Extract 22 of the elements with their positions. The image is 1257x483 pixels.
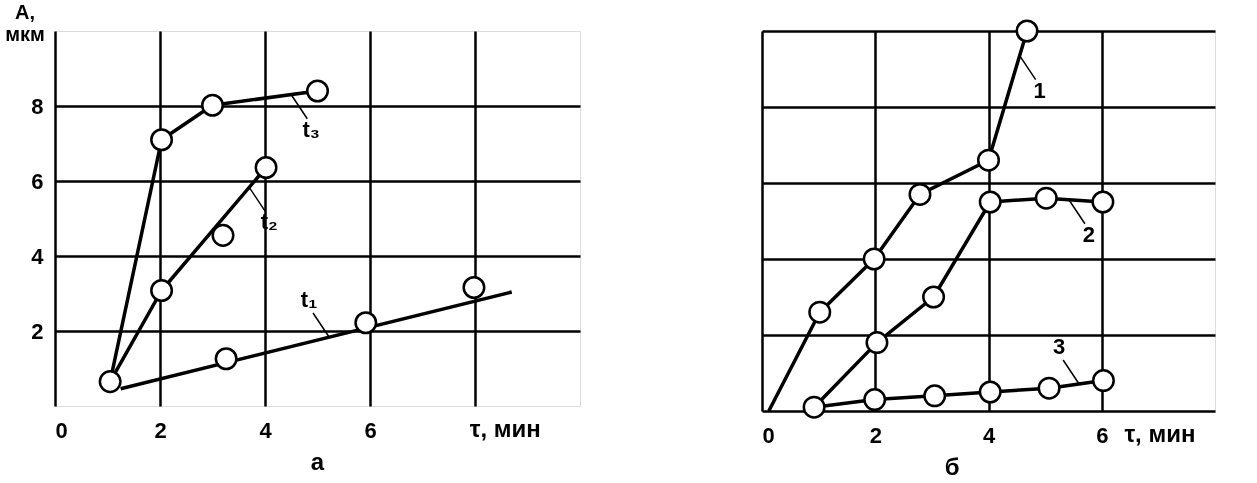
x-tick-label: 0: [762, 422, 775, 448]
x-axis-title: τ, мин: [1124, 420, 1196, 447]
y-tick-label: 4: [31, 243, 45, 269]
x-tick-label: 6: [364, 417, 377, 443]
y-axis-title: A, мкм: [5, 1, 45, 45]
x-axis-title: τ, мин: [469, 415, 541, 442]
annotation: 2: [1082, 221, 1096, 247]
annotation: 1: [1033, 77, 1046, 103]
text: а: [310, 448, 325, 475]
x-tick-label: 6: [1096, 422, 1109, 448]
x-tick-label: 0: [55, 417, 68, 443]
y-tick-label: 6: [31, 168, 44, 194]
y-tick-label: 2: [31, 318, 44, 344]
text: б: [944, 453, 960, 480]
x-tick-label: 2: [869, 422, 882, 448]
x-tick-label: 4: [259, 417, 273, 443]
annotation: t₁: [300, 287, 318, 312]
y-tick-label: 8: [31, 93, 44, 119]
x-tick-label: 4: [982, 422, 996, 448]
x-tick-label: 2: [154, 417, 167, 443]
annotation: 3: [1052, 334, 1066, 360]
annotation: t₃: [302, 116, 320, 142]
